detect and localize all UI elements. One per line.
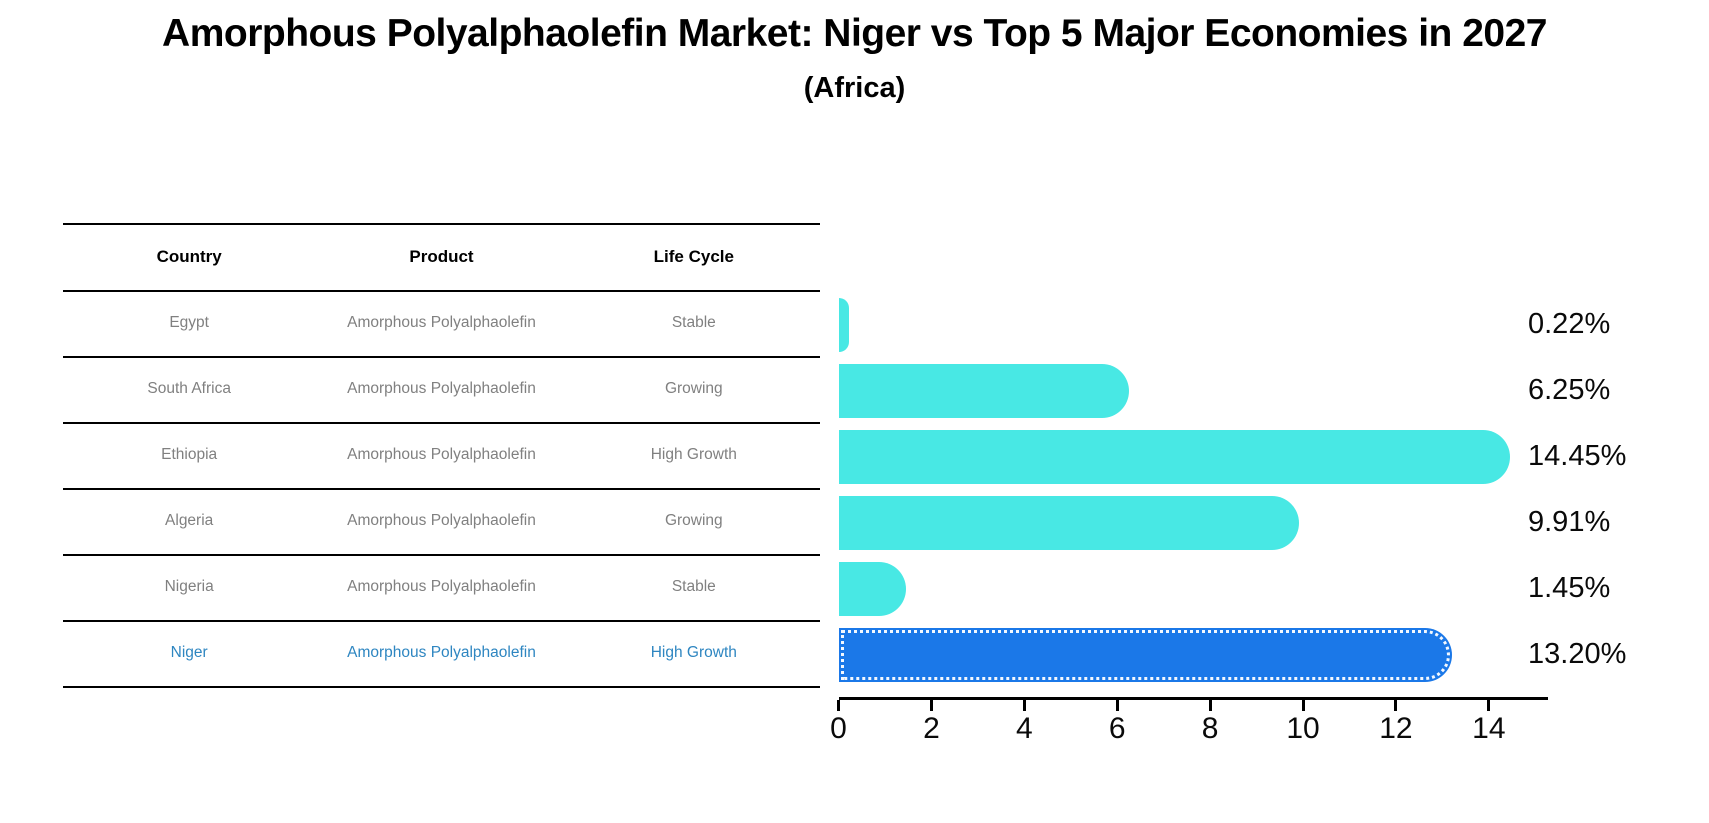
life-cycle-cell: Stable [671, 578, 716, 595]
x-axis-tick [1208, 700, 1212, 711]
table-row: Niger Amorphous Polyalphaolefin High Growt… [63, 620, 820, 686]
table-header-cell: Country [156, 246, 222, 266]
x-axis-tick [1394, 700, 1398, 711]
x-axis-tick [1301, 700, 1305, 711]
table-header-cell: Product [409, 246, 474, 266]
life-cycle-cell: Stable [671, 314, 716, 331]
table-rule [63, 488, 820, 490]
table-header-row: Country Product Life Cycle [63, 223, 820, 290]
x-axis-tick [1022, 700, 1026, 711]
product-cell: Amorphous Polyalphaolefin [347, 512, 536, 529]
table-header-cell: Life Cycle [653, 246, 734, 266]
x-axis-tick-label: 6 [1108, 712, 1126, 745]
x-axis-tick-label: 12 [1379, 712, 1413, 745]
bar-egypt [838, 298, 849, 352]
country-cell: Niger [170, 644, 208, 661]
life-cycle-cell: High Growth [650, 446, 737, 463]
x-axis-tick [837, 700, 840, 711]
bar-south-africa [838, 364, 1129, 418]
country-cell: Algeria [165, 512, 214, 529]
table-rule [63, 554, 820, 556]
bar-value-label: 0.22% [1528, 307, 1611, 340]
life-cycle-cell: Growing [664, 380, 723, 397]
life-cycle-cell: Growing [664, 512, 723, 529]
table-row: Nigeria Amorphous Polyalphaolefin Stable [63, 554, 820, 620]
x-axis-tick-label: 14 [1472, 712, 1506, 745]
table-row: Ethiopia Amorphous Polyalphaolefin High Gr… [63, 422, 820, 488]
table-row: Egypt Amorphous Polyalphaolefin Stable [63, 290, 820, 356]
bar-niger-highlighted [838, 628, 1452, 682]
product-cell: Amorphous Polyalphaolefin [347, 644, 536, 661]
page-subtitle: (Africa) [803, 72, 906, 104]
bar-nigeria [838, 562, 906, 616]
bar-ethiopia [838, 430, 1510, 484]
page-title: Amorphous Polyalphaolefin Market: Niger … [162, 12, 1547, 55]
x-axis-tick [929, 700, 933, 711]
x-axis-tick [1115, 700, 1119, 711]
product-cell: Amorphous Polyalphaolefin [347, 446, 536, 463]
country-cell: Ethiopia [161, 446, 218, 463]
table-row: South Africa Amorphous Polyalphaolefin Gro… [63, 356, 820, 422]
bar-value-label: 9.91% [1528, 505, 1611, 538]
x-axis-tick-label: 2 [923, 712, 940, 745]
x-axis-tick-label: 8 [1201, 712, 1219, 745]
life-cycle-cell: High Growth [650, 644, 737, 661]
x-axis-tick-label: 4 [1015, 712, 1033, 745]
table-rule [63, 686, 820, 688]
bar-algeria [838, 496, 1299, 550]
product-cell: Amorphous Polyalphaolefin [347, 380, 536, 397]
table-rule [63, 290, 820, 292]
table-rule [63, 620, 820, 622]
table-row: Algeria Amorphous Polyalphaolefin Growing [63, 488, 820, 554]
country-cell: South Africa [147, 380, 231, 397]
dotted-edge [840, 630, 1450, 680]
bar-value-label: 14.45% [1528, 439, 1627, 472]
bar-value-label: 13.20% [1528, 637, 1627, 670]
country-cell: Nigeria [164, 578, 214, 595]
table-rule [63, 223, 820, 225]
bar-value-label: 6.25% [1528, 373, 1611, 406]
x-axis-tick-label: 10 [1286, 712, 1320, 745]
bar-value-label: 1.45% [1528, 571, 1611, 604]
x-axis-line [838, 697, 1548, 700]
table-rule [63, 422, 820, 424]
product-cell: Amorphous Polyalphaolefin [347, 314, 536, 331]
x-axis-tick [1487, 700, 1491, 711]
product-cell: Amorphous Polyalphaolefin [347, 578, 536, 595]
country-cell: Egypt [169, 314, 209, 331]
x-axis-tick-label: 0 [830, 712, 847, 745]
table-rule [63, 356, 820, 358]
